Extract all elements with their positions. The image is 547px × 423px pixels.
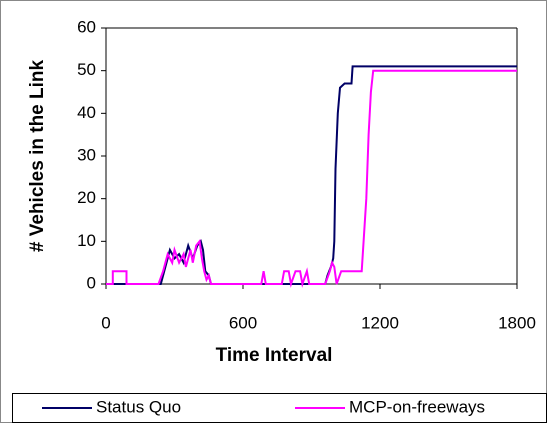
y-axis-title: # Vehicles in the Link [27, 59, 48, 252]
y-tick-label: 10 [77, 231, 96, 250]
legend-label: Status Quo [96, 397, 181, 416]
legend-label: MCP-on-freeways [349, 397, 485, 416]
series-line [106, 69, 517, 288]
y-tick-label: 50 [77, 60, 96, 79]
legend-box [12, 393, 547, 423]
y-tick-label: 0 [87, 273, 96, 292]
x-axis-title: Time Interval [216, 345, 333, 366]
x-tick-label: 1200 [361, 313, 399, 332]
x-tick-label: 1800 [498, 313, 536, 332]
y-tick-label: 20 [77, 188, 96, 207]
y-tick-label: 40 [77, 103, 96, 122]
y-tick-label: 30 [77, 145, 96, 164]
x-tick-label: 600 [229, 313, 257, 332]
y-tick-label: 60 [77, 17, 96, 36]
x-tick-label: 0 [101, 313, 110, 332]
